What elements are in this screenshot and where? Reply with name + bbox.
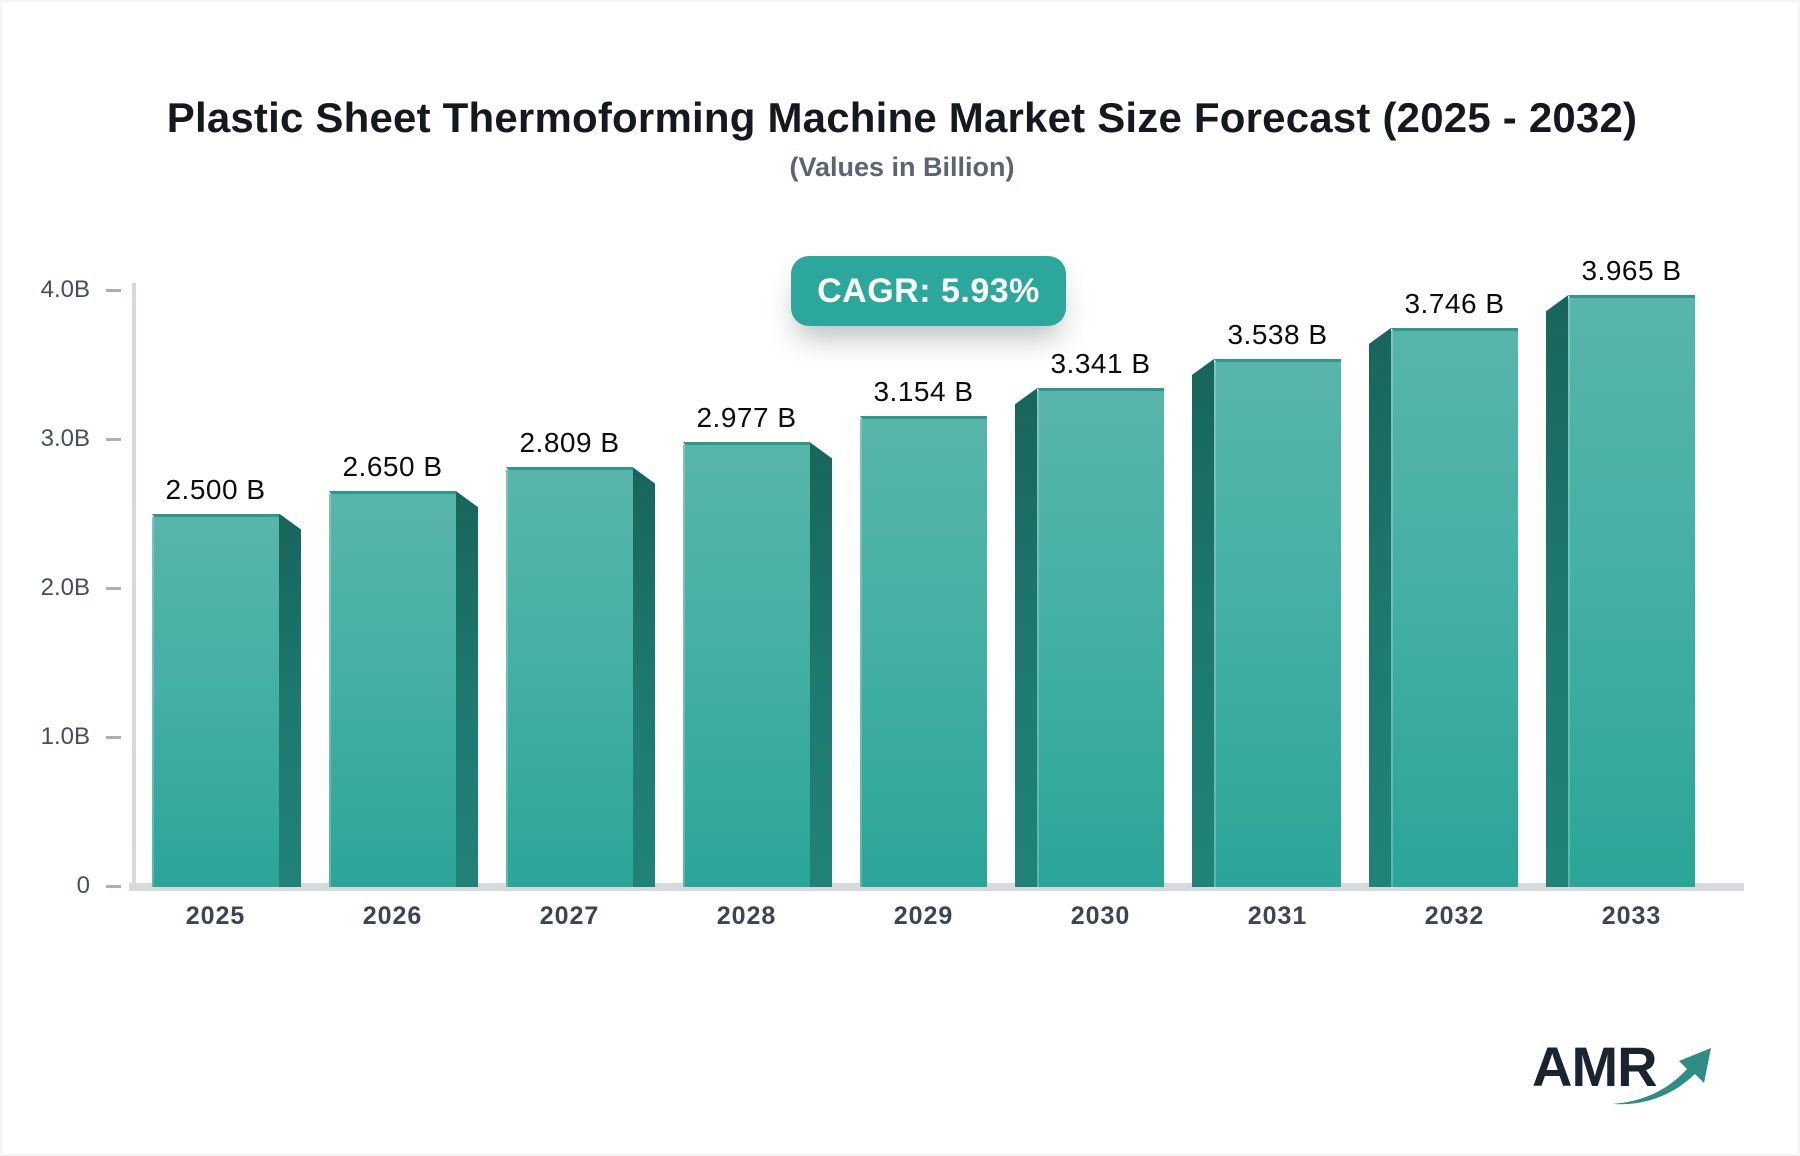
- y-tick-label: 2.0B: [40, 574, 90, 601]
- bar-value-label: 2.650 B: [342, 451, 443, 483]
- bar-side: [279, 513, 301, 887]
- bar-side: [1015, 388, 1037, 887]
- growth-arrow-icon: [1612, 1048, 1711, 1105]
- bar-value-label: 3.154 B: [873, 376, 974, 408]
- bar: [329, 491, 456, 887]
- chart-subtitle: (Values in Billion): [789, 152, 1015, 182]
- y-tick-dash: [106, 736, 121, 739]
- y-tick-dash: [106, 438, 121, 441]
- chart-title: Plastic Sheet Thermoforming Machine Mark…: [166, 94, 1638, 141]
- bar-side: [810, 442, 832, 887]
- x-tick-label: 2026: [362, 902, 423, 930]
- bar-value-label: 2.500 B: [165, 473, 266, 505]
- bar-value-label: 3.965 B: [1581, 255, 1682, 287]
- bar-side: [1369, 327, 1391, 887]
- y-axis-line: [132, 283, 136, 890]
- y-tick-label: 1.0B: [40, 723, 90, 750]
- x-tick-label: 2025: [185, 902, 246, 930]
- bar-value-label: 2.809 B: [519, 427, 620, 459]
- bar: [152, 513, 279, 887]
- bar-side: [1192, 358, 1214, 887]
- x-axis-line: [129, 883, 1744, 891]
- amr-logo-text: AMR: [1532, 1035, 1658, 1098]
- bar-value-label: 3.746 B: [1404, 287, 1505, 319]
- bar-value-label: 2.977 B: [696, 402, 797, 434]
- x-tick-label: 2027: [539, 902, 600, 930]
- bar: [1391, 327, 1518, 887]
- y-tick-label: 4.0B: [40, 276, 90, 303]
- bar-side: [633, 467, 655, 887]
- bar-side: [456, 491, 478, 887]
- amr-logo: AMR: [1532, 1030, 1712, 1110]
- bar: [1568, 295, 1695, 887]
- x-tick-label: 2029: [893, 902, 954, 930]
- y-tick-dash: [106, 587, 121, 590]
- y-tick-label: 0: [76, 872, 90, 899]
- bar: [860, 416, 987, 887]
- x-tick-label: 2033: [1601, 902, 1662, 930]
- x-tick-label: 2032: [1424, 902, 1485, 930]
- bar: [1214, 358, 1341, 887]
- y-tick-dash: [106, 885, 121, 888]
- x-tick-label: 2028: [716, 902, 777, 930]
- bar-value-label: 3.341 B: [1050, 348, 1151, 380]
- bar-side: [1546, 295, 1568, 887]
- x-tick-label: 2030: [1070, 902, 1131, 930]
- bar: [683, 442, 810, 887]
- x-tick-label: 2031: [1247, 902, 1308, 930]
- cagr-badge: CAGR: 5.93%: [791, 256, 1066, 326]
- y-tick-label: 3.0B: [40, 425, 90, 452]
- bar: [1037, 388, 1164, 887]
- y-tick-dash: [106, 289, 121, 292]
- bar-value-label: 3.538 B: [1227, 318, 1328, 350]
- bar: [506, 467, 633, 887]
